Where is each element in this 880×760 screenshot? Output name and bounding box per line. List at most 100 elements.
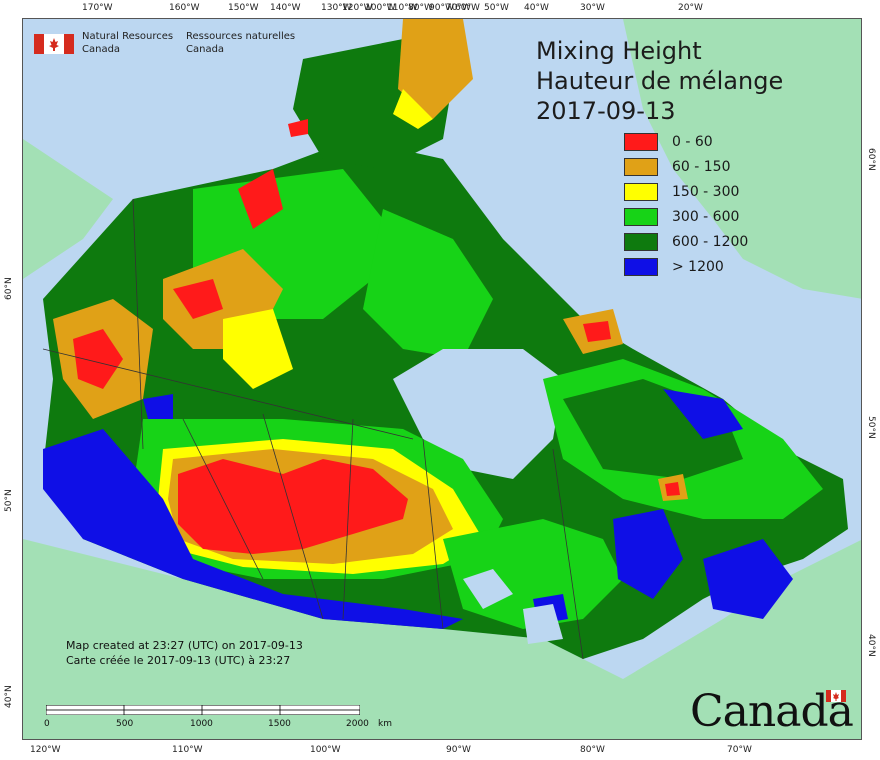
- legend-label: 60 - 150: [672, 159, 731, 175]
- agency-name-en: Natural Resources Canada: [82, 30, 173, 56]
- central-green: [363, 209, 493, 359]
- lon-tick: 110°W: [172, 745, 203, 755]
- map-credit: Map created at 23:27 (UTC) on 2017-09-13…: [66, 638, 303, 668]
- lon-tick: 90°W: [446, 745, 471, 755]
- maritimes-blue: [703, 539, 793, 619]
- ellesmere-yellow: [393, 89, 433, 129]
- scale-label: 1500: [268, 719, 291, 729]
- usa-land: [23, 539, 861, 739]
- legend-swatch: [624, 208, 658, 226]
- nwt-yellow: [223, 309, 293, 389]
- lat-tick: 40°N: [866, 634, 876, 657]
- legend-label: 600 - 1200: [672, 234, 749, 250]
- lon-tick: 70°W: [446, 3, 471, 13]
- legend-item: 150 - 300: [624, 182, 824, 207]
- scale-bar: [46, 705, 360, 715]
- alaska-land: [23, 139, 113, 279]
- legend-label: 0 - 60: [672, 134, 713, 150]
- lat-tick: 60°N: [4, 277, 14, 300]
- lon-tick: 20°W: [678, 3, 703, 13]
- legend-swatch: [624, 133, 658, 151]
- bc-blue-spot: [143, 394, 173, 419]
- lon-tick: 90°W: [429, 3, 454, 13]
- lon-tick: 140°W: [270, 3, 301, 13]
- map-canvas: [22, 18, 862, 740]
- ontario-quebec-border: [552, 448, 584, 660]
- lat-tick: 50°N: [4, 489, 14, 512]
- wordmark-flag-icon: [826, 690, 846, 702]
- lat-tick: 40°N: [4, 685, 14, 708]
- labrador-blue: [663, 389, 743, 439]
- legend-item: > 1200: [624, 257, 824, 282]
- quebec-red: [665, 482, 680, 496]
- legend-label: > 1200: [672, 259, 724, 275]
- lon-tick: 120°W: [342, 3, 373, 13]
- province-borders: [42, 198, 584, 660]
- lon-tick: 100°W: [365, 3, 396, 13]
- agency-en-line2: Canada: [82, 44, 121, 55]
- baffin-red: [583, 321, 611, 342]
- lon-tick: 70°W: [727, 745, 752, 755]
- scale-label: 500: [116, 719, 134, 729]
- legend-label: 300 - 600: [672, 209, 740, 225]
- title-en: Mixing Height: [536, 37, 702, 65]
- agency-fr-line1: Ressources naturelles: [186, 31, 296, 42]
- lon-tick: 60°W: [455, 3, 480, 13]
- west-blue: [43, 429, 463, 629]
- canada-flag-icon: [34, 34, 74, 54]
- legend-label: 150 - 300: [672, 184, 740, 200]
- legend-item: 60 - 150: [624, 157, 824, 182]
- lon-tick: 120°W: [30, 745, 61, 755]
- prairie-red: [178, 459, 408, 554]
- lon-tick: 130°W: [321, 3, 352, 13]
- ellesmere-zone: [398, 19, 473, 119]
- arctic-red-1: [238, 169, 283, 229]
- lon-tick: 80°W: [580, 745, 605, 755]
- legend-swatch: [624, 158, 658, 176]
- alberta-sask-border: [262, 413, 324, 620]
- lon-tick: 150°W: [228, 3, 259, 13]
- legend: 0 - 60 60 - 150 150 - 300 300 - 600 600 …: [624, 132, 824, 282]
- scale-label: 1000: [190, 719, 213, 729]
- lon-tick: 50°W: [484, 3, 509, 13]
- map-title: Mixing Height Hauteur de mélange 2017-09…: [536, 36, 783, 126]
- lon-tick: 100°W: [310, 745, 341, 755]
- nwt-red: [173, 279, 223, 319]
- legend-swatch: [624, 258, 658, 276]
- scale-label: 0: [44, 719, 50, 729]
- lon-tick: 170°W: [82, 3, 113, 13]
- lon-tick: 40°W: [524, 3, 549, 13]
- scale-unit: km: [378, 719, 392, 729]
- yukon-bc-border: [132, 198, 144, 450]
- title-date: 2017-09-13: [536, 97, 676, 125]
- legend-swatch: [624, 183, 658, 201]
- credit-fr: Carte créée le 2017-09-13 (UTC) à 23:27: [66, 654, 291, 667]
- legend-item: 300 - 600: [624, 207, 824, 232]
- lake-huron: [523, 604, 563, 644]
- legend-swatch: [624, 233, 658, 251]
- credit-en: Map created at 23:27 (UTC) on 2017-09-13: [66, 639, 303, 652]
- mixing-height-map: [23, 19, 861, 739]
- sixty-parallel: [42, 348, 414, 440]
- lake-superior: [463, 569, 513, 609]
- bc-alberta-border: [182, 418, 264, 580]
- arctic-red-2: [288, 119, 308, 137]
- scale-label: 2000: [346, 719, 369, 729]
- agency-fr-line2: Canada: [186, 44, 225, 55]
- lat-tick: 60°N: [866, 148, 876, 171]
- legend-item: 600 - 1200: [624, 232, 824, 257]
- quebec-blue: [613, 509, 683, 599]
- lon-tick: 80°W: [408, 3, 433, 13]
- lat-tick: 50°N: [866, 416, 876, 439]
- lon-tick: 30°W: [580, 3, 605, 13]
- greenland-land: [623, 19, 861, 299]
- manitoba-ontario-border: [422, 438, 444, 630]
- agency-en-line1: Natural Resources: [82, 31, 174, 42]
- lon-tick: 110°W: [387, 3, 418, 13]
- legend-item: 0 - 60: [624, 132, 824, 157]
- sask-manitoba-border: [342, 418, 354, 620]
- title-fr: Hauteur de mélange: [536, 67, 784, 95]
- lon-tick: 160°W: [169, 3, 200, 13]
- bc-red: [73, 329, 123, 389]
